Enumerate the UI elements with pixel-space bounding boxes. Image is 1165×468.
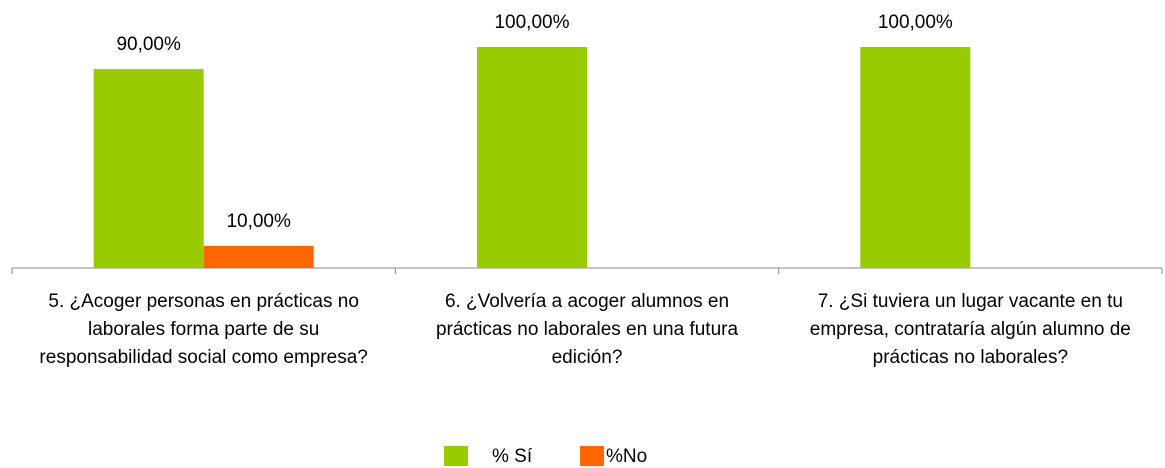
legend-swatch bbox=[580, 446, 604, 466]
legend-swatch bbox=[444, 446, 468, 466]
data-label: 10,00% bbox=[226, 211, 291, 232]
x-tick-label: 7. ¿Si tuviera un lugar vacante en tu em… bbox=[809, 291, 1131, 368]
legend-label: % Sí bbox=[492, 446, 533, 467]
x-tick-label: 6. ¿Volvería a acoger alumnos en práctic… bbox=[435, 291, 739, 368]
data-label: 100,00% bbox=[878, 12, 953, 33]
legend-label: %No bbox=[606, 446, 647, 467]
bar bbox=[477, 47, 587, 268]
data-label: 90,00% bbox=[116, 34, 181, 55]
bar bbox=[860, 47, 971, 268]
bar bbox=[93, 69, 204, 268]
bar bbox=[203, 245, 314, 268]
x-tick-label: 5. ¿Acoger personas en prácticas no labo… bbox=[39, 291, 368, 368]
data-label: 100,00% bbox=[494, 12, 569, 33]
